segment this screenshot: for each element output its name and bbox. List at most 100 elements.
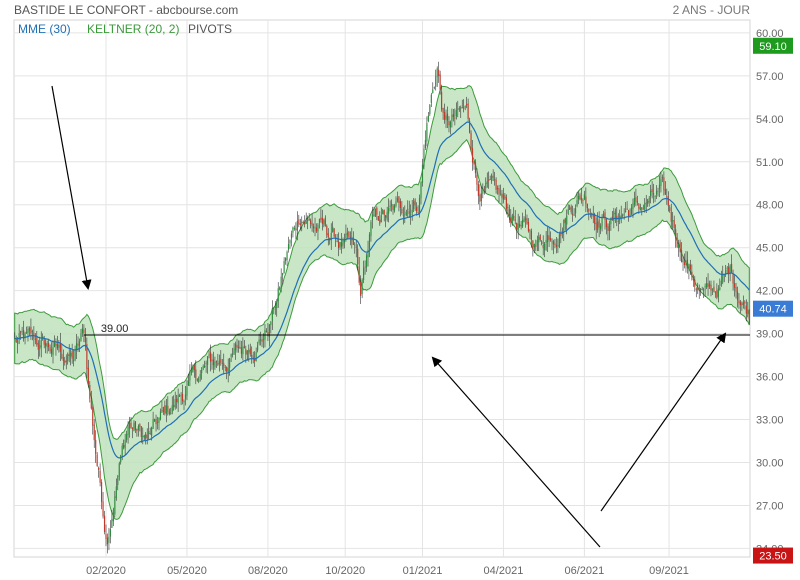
candle-body [692,276,694,280]
candle [71,343,73,364]
candle [708,280,711,290]
candle [533,243,535,254]
candle [198,376,200,384]
candle-body [486,181,488,184]
candle-body [36,337,38,345]
candle-body [100,482,103,502]
candle-body [224,366,226,368]
candle-body [246,350,248,355]
candle-body [551,241,553,243]
candle [745,299,747,322]
legend-keltner[interactable]: KELTNER (20, 2) [87,22,179,36]
candle [491,173,493,184]
candle-body [364,266,366,268]
candle-body [642,208,644,210]
candle-body [299,223,301,226]
period-label[interactable]: 2 ANS - JOUR [673,3,751,17]
candle [206,355,209,374]
candle [549,231,552,242]
candle-body [310,220,312,224]
candle [586,203,588,213]
badge-bg [753,300,793,317]
candle-body [446,113,449,121]
candle [695,287,697,298]
candle-body [705,283,708,288]
candle-body [468,120,471,133]
candle [545,230,547,251]
price-badge-last: 40.74 [753,300,793,317]
candle-body [698,287,700,291]
candle [466,96,468,109]
candle [392,204,394,215]
candle-body [708,283,711,287]
candle [274,301,276,315]
candle-body [226,366,228,372]
y-tick-label: 60.00 [756,28,784,40]
candle [277,282,279,308]
candle [156,416,159,430]
candle-body [173,405,175,407]
candle-body [223,363,225,367]
candle [171,396,173,415]
legend-mme[interactable]: MME (30) [18,22,71,36]
candle [106,533,109,554]
candle [290,230,293,247]
candle [49,344,51,354]
candle-body [626,208,628,210]
candle-body [701,289,703,291]
price-badge-high: 59.10 [753,37,793,54]
candle-body [647,200,649,204]
candle-body [455,110,457,117]
candle-body [92,406,94,426]
legend-pivots[interactable]: PIVOTS [188,22,232,36]
candle [74,345,76,362]
candle-body [370,221,372,237]
candle-body [318,219,321,223]
candle-body [492,176,494,178]
candle-body [467,103,469,119]
candle [284,257,287,265]
candle-body [393,205,396,211]
candle [89,381,91,403]
candle-body [720,280,722,286]
candle-body [206,356,209,365]
candle-body [598,219,600,228]
candle [103,510,106,535]
candle-body [526,218,528,224]
candle-body [611,216,613,220]
candle [661,174,664,183]
candle-body [153,419,156,422]
x-tick-label: 08/2020 [248,565,288,577]
candle [90,390,92,410]
candle [67,352,69,365]
candle-body [517,223,519,231]
candle [261,336,263,347]
candle-body [663,177,665,191]
candle-body [218,360,220,365]
candle-body [695,288,697,290]
candle-body [588,208,590,212]
candle [667,191,669,212]
candle-body [482,189,484,194]
candle-body [192,366,194,373]
candle-body [657,190,659,192]
candle [639,203,641,211]
candle [296,211,298,241]
candle [463,99,465,113]
candle-body [357,248,359,265]
candle [476,168,478,192]
candle-body [75,343,78,350]
candle-body [449,121,452,128]
candle [680,242,683,263]
candle-body [67,354,69,362]
candle-body [302,222,304,224]
candles [14,61,750,554]
candle-body [358,266,360,283]
candle [595,217,597,240]
candle-body [240,347,243,354]
candle [95,430,97,463]
candle-body [633,198,636,205]
candle [190,362,192,376]
candle-body [554,243,556,246]
candle-body [286,251,288,260]
